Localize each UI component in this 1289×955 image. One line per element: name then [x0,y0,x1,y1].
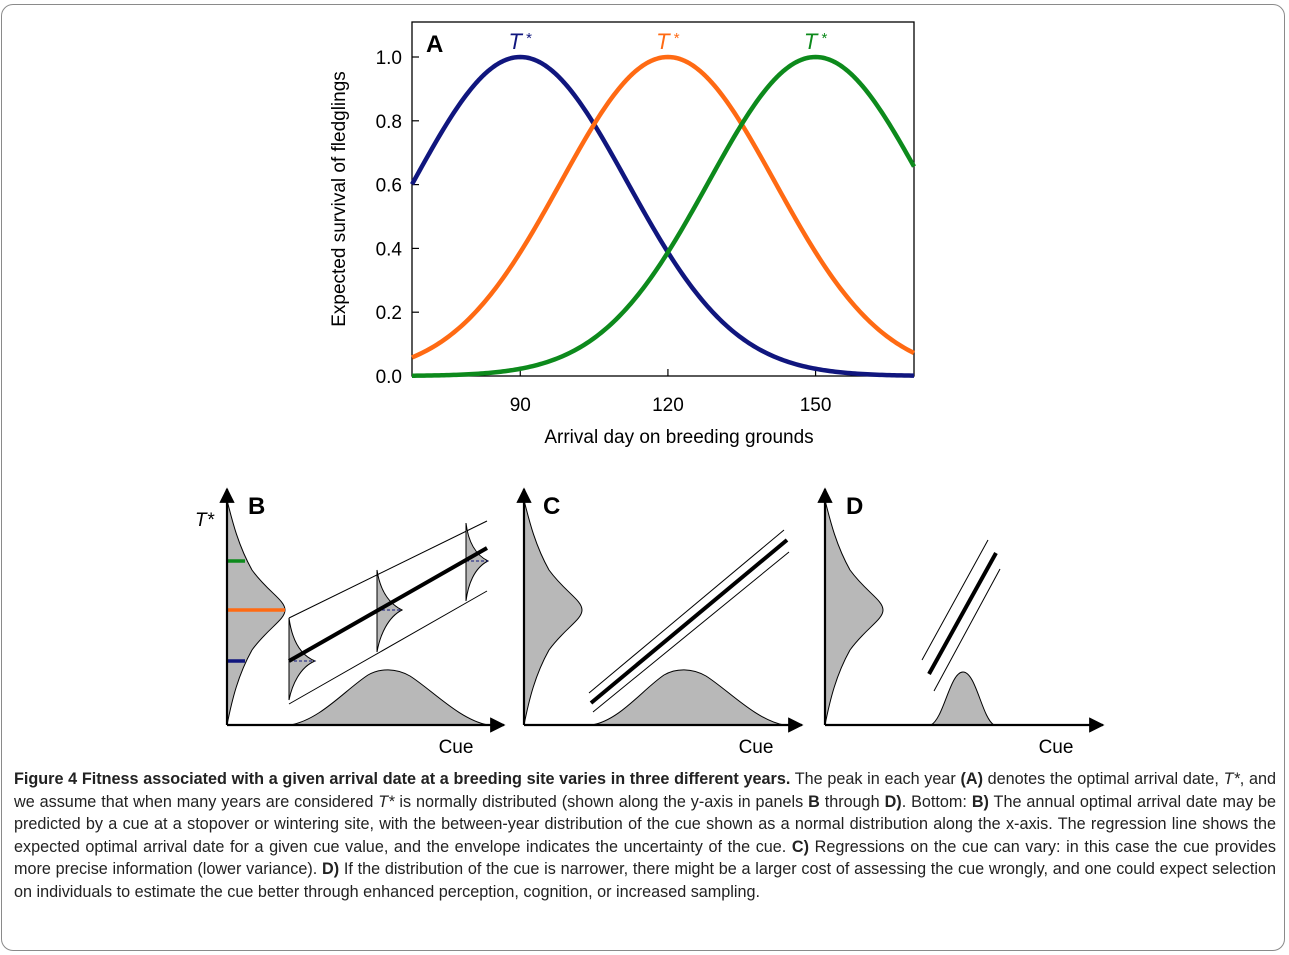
y-tick-label: 0.8 [376,112,402,133]
caption-ref-d: D) [322,860,340,879]
caption-text: The peak in each year [790,770,961,788]
panel-d-regression-line [927,552,998,675]
panel-c-cue-distribution [591,669,785,726]
panel-b-envelope-lower [288,590,488,705]
panel-d-label: D [846,493,863,520]
panel-b-x-axis-label: Cue [439,737,474,758]
panel-c-regression-line [589,538,789,705]
x-tick-label: 150 [800,395,832,416]
caption-t-star: T* [378,792,395,811]
y-tick-label: 0.4 [376,239,403,260]
panel-b-regression-line [288,546,488,663]
panel-d-envelope-lower [933,568,1001,692]
panel-d-t-distribution [824,499,884,726]
caption-text: Regressions on the cue can vary: in this… [14,837,1276,879]
figure-frame [1,4,1285,951]
caption-ref-a: (A) [960,770,983,788]
panel-c-envelope-upper [588,529,785,694]
caption-text: If the distribution of the cue is narrow… [14,860,1276,901]
caption-ref-c: C) [791,837,810,856]
caption-text: is normally distributed (shown along the… [394,792,809,811]
x-tick-label: 120 [652,395,684,416]
series-curve-1 [411,54,916,360]
y-tick-label: 0.0 [376,367,402,388]
peak-label-t-star: T * [509,29,533,54]
panel-a-y-axis-label: Expected survival of fledglings [329,71,350,327]
y-tick-label: 0.6 [376,176,402,197]
panel-d: D Cue [817,487,1105,758]
panel-a-y-ticks: 0.0 0.2 0.4 0.6 0.8 1.0 [376,48,419,388]
panel-b-slice-3 [465,522,490,602]
caption-ref-d: D) [884,792,902,811]
series-curve-0 [410,54,915,378]
caption-t-star: T* [1223,770,1240,788]
panel-a-x-ticks: 90 120 150 [510,369,832,416]
panel-b-cue-distribution [289,669,489,726]
panel-c-envelope-lower [592,551,790,713]
panel-b-t-distribution [226,499,286,726]
panel-a-label: A [426,31,443,58]
caption-text: denotes the optimal arrival date, [982,770,1224,788]
panel-c-t-distribution [523,499,583,726]
panel-b-slice-2 [376,569,404,653]
y-tick-label: 0.2 [376,303,402,324]
panel-c: C Cue [516,487,804,758]
figure-caption: Figure 4 Fitness associated with a given… [14,768,1276,904]
caption-text: The annual optimal arrival date may be p… [14,792,1276,856]
panel-d-x-axis-label: Cue [1039,737,1074,758]
caption-ref-b: B [808,792,820,811]
caption-text: . Bottom: [901,792,972,811]
caption-text: through [819,792,885,811]
y-tick-label: 1.0 [376,48,402,69]
panel-a-x-axis-label: Arrival day on breeding grounds [544,427,813,448]
caption-text: , and we assume that when many years are… [14,770,1276,811]
panel-d-envelope-upper [921,539,989,661]
panel-b: B T* Cue [195,487,506,758]
panel-a-curves [410,54,916,378]
x-tick-label: 90 [510,395,531,416]
peak-label-t-star: T * [656,29,680,54]
panel-b-label: B [248,493,265,520]
panel-b-y-axis-label: T* [195,510,215,531]
peak-label-t-star: T * [804,29,828,54]
panel-b-envelope-upper [288,520,488,619]
caption-title: Figure 4 Fitness associated with a given… [14,770,791,788]
panel-d-cue-distribution [930,671,996,726]
panel-a-peak-labels: T * T * T * [509,29,828,54]
panel-c-label: C [543,493,560,520]
panel-c-x-axis-label: Cue [739,737,774,758]
panel-a: 0.00.20.40.60.81.0 90 120 150 T * T * T * A … [329,21,916,448]
panel-a-plot-frame [411,21,915,377]
caption-ref-b: B) [971,792,989,811]
series-curve-2 [411,54,916,378]
